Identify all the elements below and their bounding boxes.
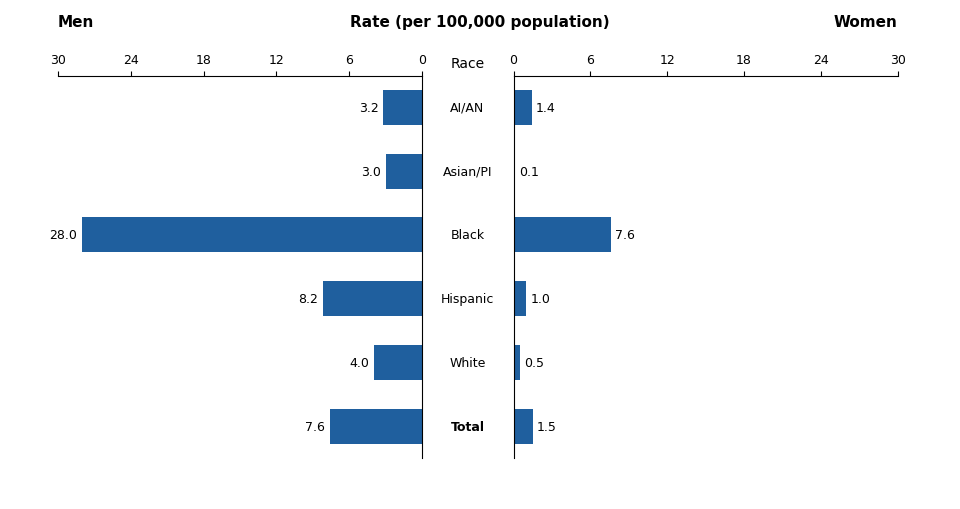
Bar: [514, 218, 611, 253]
Text: Hispanic: Hispanic: [441, 293, 494, 305]
Text: 0.1: 0.1: [518, 165, 539, 178]
Text: Race: Race: [450, 58, 485, 71]
Text: Rate (per 100,000 population): Rate (per 100,000 population): [350, 15, 610, 30]
Text: 1.0: 1.0: [530, 293, 550, 305]
Text: 1.5: 1.5: [537, 420, 557, 433]
Text: Total: Total: [450, 420, 485, 433]
Text: 3.0: 3.0: [361, 165, 381, 178]
Text: 7.6: 7.6: [614, 229, 635, 242]
Text: White: White: [449, 356, 486, 369]
Bar: [386, 154, 422, 189]
Bar: [82, 218, 422, 253]
Bar: [373, 345, 422, 380]
Text: AI/AN: AI/AN: [450, 102, 485, 115]
Text: 3.2: 3.2: [359, 102, 378, 115]
Text: 1.4: 1.4: [536, 102, 555, 115]
Text: 28.0: 28.0: [49, 229, 77, 242]
Text: 4.0: 4.0: [349, 356, 369, 369]
Text: 8.2: 8.2: [298, 293, 318, 305]
Bar: [514, 281, 526, 317]
Bar: [383, 91, 422, 126]
Text: Men: Men: [58, 15, 94, 30]
Text: Black: Black: [450, 229, 485, 242]
Bar: [514, 154, 515, 189]
Text: Women: Women: [833, 15, 898, 30]
Text: 7.6: 7.6: [305, 420, 325, 433]
Text: 0.5: 0.5: [524, 356, 543, 369]
Text: Asian/PI: Asian/PI: [443, 165, 492, 178]
Bar: [514, 91, 532, 126]
Bar: [323, 281, 422, 317]
Bar: [330, 409, 422, 444]
Bar: [514, 409, 533, 444]
Bar: [514, 345, 520, 380]
